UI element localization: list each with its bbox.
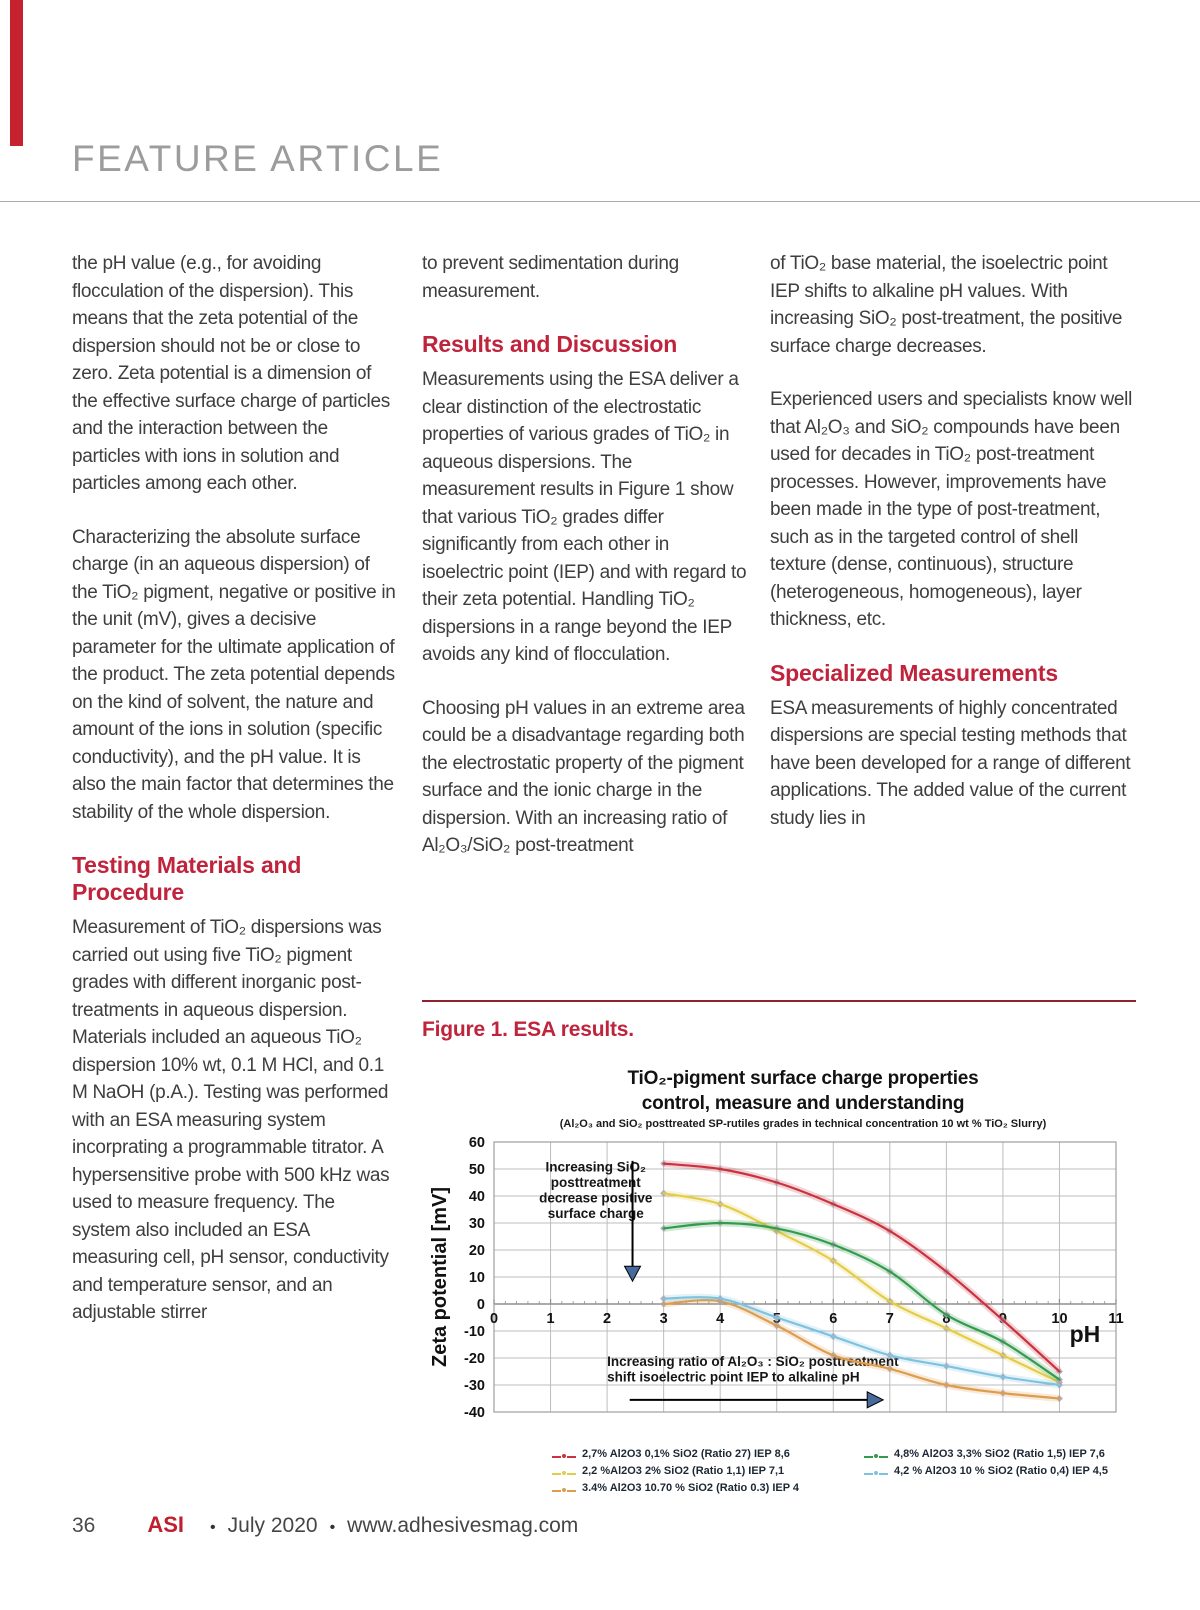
legend-marker	[552, 1479, 576, 1497]
chart-annotation: shift isoelectric point IEP to alkaline …	[607, 1370, 860, 1385]
y-tick-label: 30	[469, 1216, 485, 1232]
legend-label: 3.4% Al2O3 10.70 % SiO2 (Ratio 0.3) IEP …	[582, 1481, 800, 1494]
series-line	[662, 1162, 1061, 1373]
paragraph: to prevent sedimentation during measurem…	[422, 253, 679, 302]
x-tick-label: 4	[716, 1311, 724, 1327]
x-tick-label: 0	[490, 1311, 498, 1327]
figure-1: Figure 1. ESA results. TiO₂-pigment surf…	[422, 1000, 1136, 1503]
paragraph: Choosing pH values in an extreme area co…	[422, 697, 745, 857]
paragraph: Measurements using the ESA deliver a cle…	[422, 369, 747, 665]
footer-bullet: •	[210, 1519, 216, 1536]
y-axis-label: Zeta potential [mV]	[430, 1187, 451, 1367]
y-tick-label: -40	[464, 1405, 485, 1421]
magazine-brand: ASI	[147, 1512, 185, 1537]
legend-label: 2,2 %Al2O3 2% SiO2 (Ratio 1,1) IEP 7,1	[582, 1464, 785, 1477]
x-tick-label: 6	[829, 1311, 837, 1327]
legend-column-right: 4,8% Al2O3 3,3% SiO2 (Ratio 1,5) IEP 7,6…	[864, 1445, 1108, 1479]
issue-date: July 2020	[227, 1514, 318, 1537]
chart-annotation: Increasing ratio of Al₂O₃ : SiO₂ posttre…	[607, 1354, 899, 1369]
legend-label: 4,8% Al2O3 3,3% SiO2 (Ratio 1,5) IEP 7,6	[894, 1447, 1105, 1460]
legend-entry: 4,8% Al2O3 3,3% SiO2 (Ratio 1,5) IEP 7,6	[864, 1445, 1108, 1462]
chart-annotation: Increasing SiO₂	[546, 1160, 647, 1175]
legend-entry: 4,2 % Al2O3 10 % SiO2 (Ratio 0,4) IEP 4,…	[864, 1462, 1108, 1479]
text-column-3: of TiO₂ base material, the isoelectric p…	[770, 250, 1136, 858]
x-tick-label: 7	[886, 1311, 894, 1327]
legend-entry: 3.4% Al2O3 10.70 % SiO2 (Ratio 0.3) IEP …	[552, 1479, 799, 1496]
page-footer: 36 ASI • July 2020 • www.adhesivesmag.co…	[72, 1512, 578, 1538]
y-tick-label: -20	[464, 1351, 485, 1367]
series-line	[662, 1299, 1061, 1400]
y-tick-label: 0	[477, 1297, 485, 1313]
header-divider	[0, 201, 1200, 202]
chart-subtitle: (Al₂O₃ and SiO₂ posttreated SP-rutiles g…	[559, 1118, 1047, 1130]
section-heading-specialized: Specialized Measurements	[770, 659, 1058, 686]
series-line	[662, 1192, 1061, 1384]
chart-title-line2: control, measure and understanding	[641, 1093, 965, 1114]
chart-title: TiO₂-pigment surface charge properties	[627, 1068, 979, 1089]
text-column-1: the pH value (e.g., for avoiding floccul…	[72, 250, 397, 1353]
chart-annotation: posttreatment	[551, 1175, 642, 1190]
series-line	[662, 1221, 1061, 1381]
paragraph: Characterizing the absolute surface char…	[72, 526, 396, 823]
figure-caption: Figure 1. ESA results.	[422, 1018, 634, 1041]
x-tick-label: 10	[1051, 1311, 1067, 1327]
section-heading-results: Results and Discussion	[422, 331, 678, 357]
footer-bullet: •	[329, 1519, 336, 1536]
page-number: 36	[72, 1514, 96, 1537]
legend-entry: 2,7% Al2O3 0,1% SiO2 (Ratio 27) IEP 8,6	[552, 1445, 799, 1462]
legend-column-left: 2,7% Al2O3 0,1% SiO2 (Ratio 27) IEP 8,6 2…	[552, 1445, 799, 1496]
y-tick-label: -10	[464, 1324, 485, 1340]
y-tick-label: 50	[469, 1162, 485, 1178]
section-header: FEATURE ARTICLE	[72, 138, 444, 179]
x-tick-label: 8	[942, 1311, 950, 1327]
x-tick-label: 3	[660, 1311, 668, 1327]
section-heading-testing-materials: Testing Materials and Procedure	[72, 852, 302, 905]
paragraph: of TiO₂ base material, the isoelectric p…	[770, 253, 1123, 357]
paragraph: Measurement of TiO₂ dispersions was carr…	[72, 917, 390, 1323]
legend-label: 2,7% Al2O3 0,1% SiO2 (Ratio 27) IEP 8,6	[582, 1447, 790, 1460]
legend-label: 4,2 % Al2O3 10 % SiO2 (Ratio 0,4) IEP 4,…	[894, 1464, 1108, 1477]
plot-border	[493, 1141, 1117, 1413]
esa-chart: TiO₂-pigment surface charge properties c…	[429, 1066, 1136, 1503]
paragraph: ESA measurements of highly concentrated …	[770, 697, 1131, 829]
x-tick-label: 11	[1108, 1311, 1123, 1327]
website-url: www.adhesivesmag.com	[347, 1514, 579, 1537]
figure-divider	[422, 1000, 1136, 1002]
y-tick-label: 40	[469, 1189, 485, 1205]
y-tick-label: 20	[469, 1243, 485, 1259]
esa-chart-svg: 012345678910116050403020100-10-20-30-40p…	[429, 1135, 1124, 1421]
chart-annotation: surface charge	[548, 1206, 645, 1221]
series-line	[662, 1296, 1061, 1387]
chart-annotation: decrease positive	[539, 1191, 653, 1206]
right-arrowhead	[866, 1391, 885, 1409]
legend-marker	[552, 1445, 576, 1463]
x-axis-label: pH	[1070, 1321, 1101, 1347]
legend-marker	[864, 1462, 888, 1480]
legend-entry: 2,2 %Al2O3 2% SiO2 (Ratio 1,1) IEP 7,1	[552, 1462, 799, 1479]
down-arrowhead	[623, 1265, 642, 1283]
y-tick-label: -30	[464, 1378, 485, 1394]
chart-legend: 2,7% Al2O3 0,1% SiO2 (Ratio 27) IEP 8,6 2…	[430, 1445, 1136, 1503]
paragraph: the pH value (e.g., for avoiding floccul…	[72, 253, 390, 494]
text-column-2: to prevent sedimentation during measurem…	[422, 250, 747, 886]
y-tick-label: 60	[469, 1136, 485, 1151]
paragraph: Experienced users and specialists know w…	[770, 389, 1133, 630]
x-tick-label: 1	[547, 1311, 555, 1327]
x-tick-label: 2	[603, 1311, 611, 1327]
y-tick-label: 10	[469, 1270, 485, 1286]
page-edge-accent	[10, 0, 23, 146]
legend-marker	[864, 1445, 888, 1463]
legend-marker	[552, 1462, 576, 1480]
